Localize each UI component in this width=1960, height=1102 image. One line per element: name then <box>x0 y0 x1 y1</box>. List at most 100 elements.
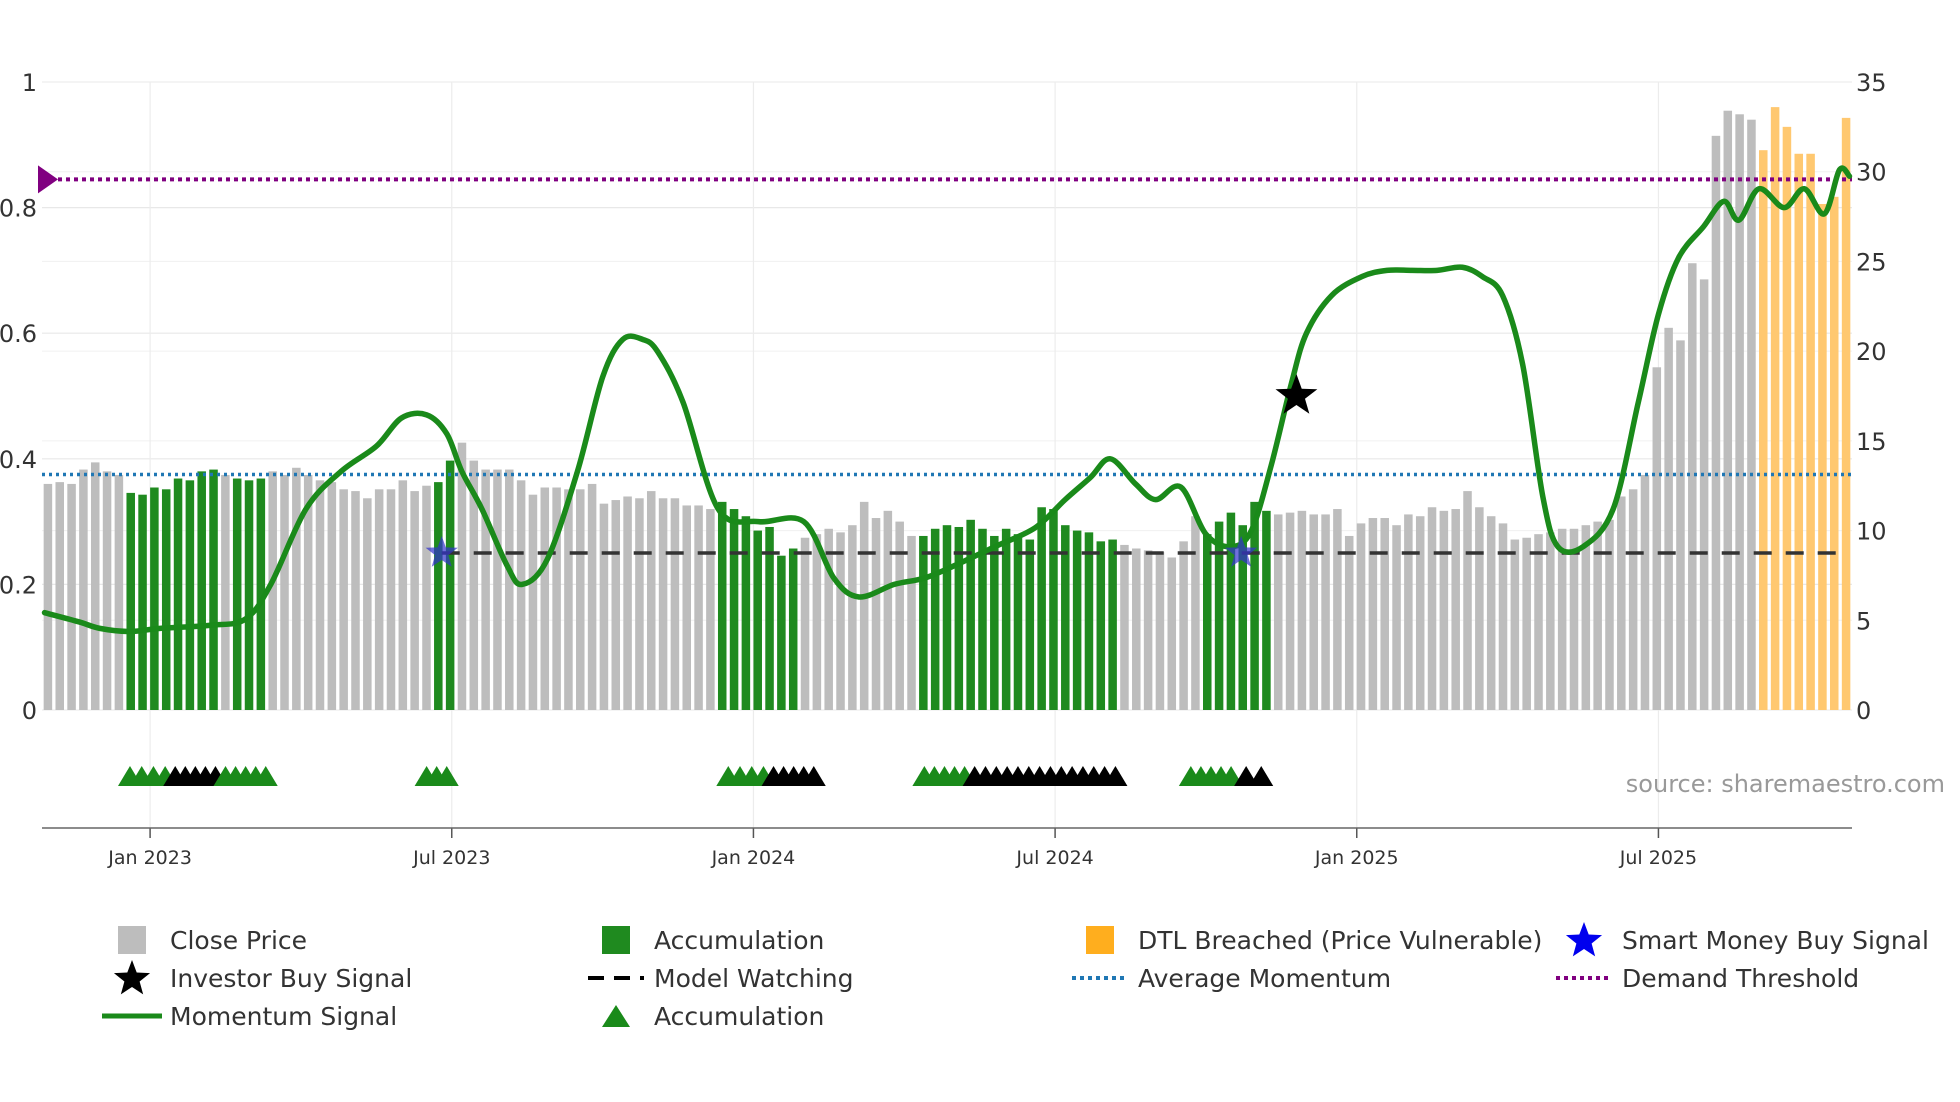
source-label: source: sharemaestro.com <box>1626 770 1945 798</box>
close-price-bar <box>1593 521 1602 710</box>
close-price-bar <box>528 494 538 710</box>
close-price-bar <box>363 498 372 710</box>
close-price-bar <box>812 534 822 710</box>
left-tick-label: 0.6 <box>0 320 37 348</box>
accumulation-bar <box>150 487 159 710</box>
accumulation-bar <box>942 525 952 710</box>
close-price-bar <box>292 467 301 710</box>
right-tick-label: 15 <box>1856 428 1887 456</box>
close-price-bar <box>1380 518 1389 710</box>
accumulation-bar <box>753 530 762 710</box>
close-price-bar <box>315 480 325 710</box>
close-price-bar <box>1132 548 1141 710</box>
close-price-bar <box>1628 489 1638 710</box>
close-price-bar <box>1486 516 1496 710</box>
x-tick-label: Jul 2025 <box>1619 847 1697 869</box>
close-price-bar <box>1321 514 1330 710</box>
close-price-bar <box>576 489 585 710</box>
close-price-bar <box>883 510 893 710</box>
accumulation-bar <box>1262 510 1271 710</box>
x-tick-label: Jul 2023 <box>412 847 490 869</box>
close-price-bar <box>374 489 384 710</box>
close-price-bar <box>102 471 112 710</box>
close-price-bar <box>1167 557 1177 710</box>
close-price-bar <box>1699 279 1709 710</box>
accumulation-bar <box>1084 532 1094 710</box>
close-price-bar <box>1297 510 1307 710</box>
accumulation-bar <box>729 509 739 710</box>
accumulation-markers <box>117 766 1274 786</box>
close-price-bar <box>1557 528 1567 710</box>
right-tick-label: 25 <box>1856 248 1887 276</box>
close-price-bar <box>221 474 230 710</box>
close-price-bar <box>824 528 833 710</box>
close-price-bar <box>540 487 550 710</box>
close-price-bar <box>800 537 810 710</box>
accumulation-bar <box>1049 509 1058 710</box>
close-price-bar <box>706 509 715 710</box>
x-tick-label: Jul 2024 <box>1015 847 1093 869</box>
left-tick-label: 0 <box>22 697 37 725</box>
close-price-bar <box>907 535 916 710</box>
accumulation-bar <box>209 469 218 710</box>
accumulation-bar <box>966 519 975 710</box>
close-price-bar <box>1143 550 1153 710</box>
close-price-bar <box>1191 516 1200 710</box>
dtl-breached-bar <box>1770 107 1780 711</box>
close-price-bar <box>1368 518 1378 710</box>
accumulation-bar <box>244 480 254 710</box>
close-price-bar <box>422 485 431 710</box>
x-tick-label: Jan 2023 <box>107 847 192 869</box>
accumulation-bar <box>256 478 266 710</box>
dtl-breached-bar <box>1759 150 1768 710</box>
close-price-bar <box>1688 263 1697 710</box>
buy-signals <box>425 374 1318 567</box>
accumulation-bar <box>919 535 928 710</box>
close-price-bar <box>564 489 573 710</box>
close-price-bar <box>836 532 845 710</box>
accumulation-bar <box>788 548 798 710</box>
close-price-bar <box>1617 496 1626 710</box>
close-price-bar <box>280 474 289 710</box>
close-price-bar <box>505 469 514 710</box>
close-price-bar <box>1534 534 1543 710</box>
accumulation-bar <box>1214 521 1224 710</box>
close-price-bar <box>1309 514 1318 710</box>
accumulation-bar <box>161 489 171 710</box>
close-price-bar <box>1747 119 1756 711</box>
close-price-bar <box>457 442 467 710</box>
close-price-bar <box>1605 519 1614 710</box>
left-tick-label: 1 <box>22 69 37 97</box>
left-tick-label: 0.8 <box>0 195 37 223</box>
close-price-bar <box>895 521 904 710</box>
accumulation-bar <box>232 478 242 710</box>
close-price-bar <box>1404 514 1413 710</box>
right-tick-label: 35 <box>1856 69 1887 97</box>
dtl-breached-bar <box>1794 153 1804 710</box>
accumulation-bar <box>990 535 999 710</box>
left-tick-label: 0.4 <box>0 446 37 474</box>
right-tick-label: 5 <box>1856 607 1871 635</box>
dtl-breached-bar <box>1782 126 1792 711</box>
close-price-bar <box>1273 514 1283 710</box>
accumulation-bar <box>197 471 206 710</box>
close-price-bar <box>67 483 76 710</box>
accumulation-bar <box>1226 512 1236 710</box>
gridlines <box>42 81 1852 828</box>
close-price-bar <box>1676 340 1685 710</box>
smart-money-buy-star <box>425 536 458 567</box>
accumulation-bar <box>173 478 183 710</box>
close-price-bar <box>114 474 124 710</box>
close-price-bar <box>493 469 502 710</box>
close-price-bar <box>1439 510 1449 710</box>
accumulation-bar <box>1203 534 1212 710</box>
dtl-breached-bar <box>1841 117 1851 710</box>
close-price-bar <box>1723 110 1733 711</box>
close-price-bar <box>1285 512 1295 710</box>
close-price-bar <box>587 483 597 710</box>
demand-threshold-marker <box>38 165 58 194</box>
accumulation-bar <box>1250 501 1259 710</box>
accumulation-triangle <box>801 766 826 786</box>
right-tick-label: 10 <box>1856 518 1887 546</box>
